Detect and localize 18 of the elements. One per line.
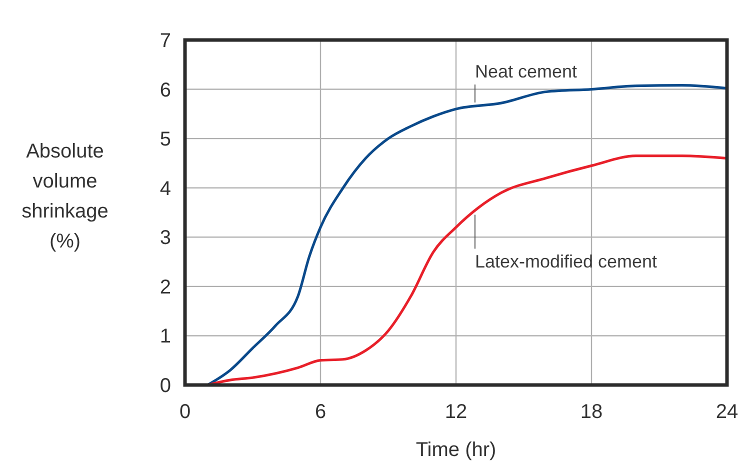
y-tick-label: 5	[160, 128, 171, 151]
x-tick-label: 18	[580, 401, 603, 423]
y-tick-label: 4	[160, 178, 171, 200]
y-tick-label: 3	[160, 227, 171, 250]
y-tick-label: 0	[160, 375, 171, 397]
x-axis-title: Time (hr)	[416, 439, 496, 461]
line-series	[206, 84, 728, 386]
y-tick-label: 1	[160, 326, 171, 348]
x-tick-label: 0	[179, 401, 191, 423]
x-tick-label: 6	[314, 401, 326, 423]
x-tick-label: 12	[444, 401, 468, 423]
y-tick-label: 7	[160, 30, 171, 52]
y-axis-title: Absolute volume shrinkage (%)	[22, 140, 108, 252]
series-label: Latex-modified cement	[474, 252, 658, 272]
series-label: Neat cement	[474, 62, 578, 82]
x-tick-label: 24	[716, 401, 738, 423]
y-tick-label: 6	[160, 79, 171, 102]
y-tick-label: 2	[160, 276, 171, 298]
